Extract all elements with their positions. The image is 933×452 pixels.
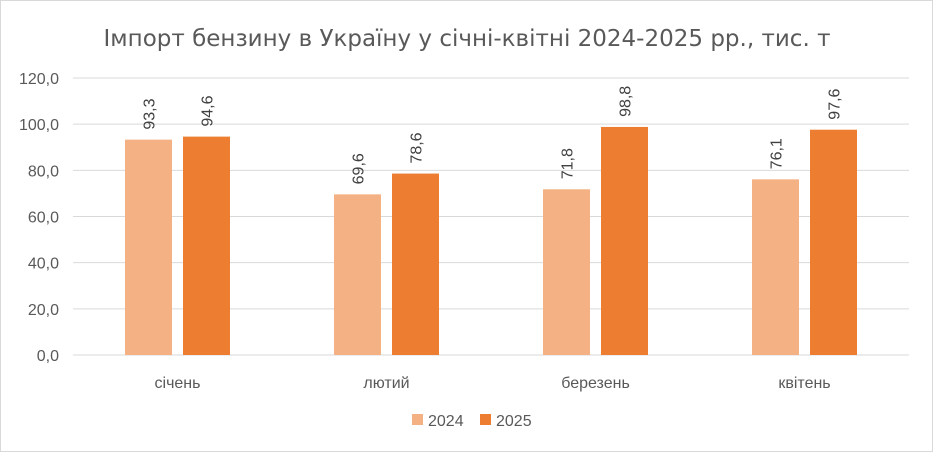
- bar-2025: [601, 126, 648, 355]
- legend: 2024 2025: [412, 413, 532, 430]
- bar-2024: [125, 139, 172, 355]
- bar-2024: [543, 189, 590, 355]
- y-tick-label: 80,0: [28, 163, 59, 180]
- x-category-label: лютий: [363, 375, 409, 392]
- y-tick-label: 60,0: [28, 210, 59, 227]
- bar-2024: [334, 194, 381, 355]
- y-tick-label: 100,0: [19, 117, 59, 134]
- chart-title: Імпорт бензину в Україну у січні-квітні …: [104, 26, 831, 52]
- data-labels: 93,3 94,6 69,6 78,6 71,8 98,8 76,1 97,6: [142, 86, 844, 185]
- x-category-label: квітень: [778, 375, 830, 392]
- data-label: 97,6: [827, 88, 844, 119]
- bar-2025: [183, 136, 230, 355]
- legend-swatch-2025: [480, 414, 491, 425]
- data-label: 76,1: [769, 138, 786, 169]
- data-label: 98,8: [618, 86, 635, 117]
- bars: [125, 126, 857, 355]
- data-label: 93,3: [142, 98, 159, 129]
- data-label: 78,6: [409, 132, 426, 163]
- y-tick-label: 0,0: [37, 348, 59, 365]
- y-tick-label: 120,0: [19, 71, 59, 88]
- y-axis-ticks: 0,0 20,0 40,0 60,0 80,0 100,0 120,0: [19, 71, 59, 365]
- bar-2024: [752, 179, 799, 355]
- x-category-label: березень: [561, 375, 630, 392]
- data-label: 71,8: [560, 148, 577, 179]
- bar-2025: [810, 129, 857, 355]
- legend-swatch-2024: [412, 414, 423, 425]
- data-label: 94,6: [200, 95, 217, 126]
- x-category-label: січень: [155, 375, 201, 392]
- legend-label: 2024: [428, 413, 464, 430]
- bar-2025: [392, 173, 439, 355]
- legend-label: 2025: [496, 413, 532, 430]
- y-tick-label: 40,0: [28, 256, 59, 273]
- y-tick-label: 20,0: [28, 302, 59, 319]
- x-axis-categories: січень лютий березень квітень: [155, 375, 831, 392]
- data-label: 69,6: [351, 153, 368, 184]
